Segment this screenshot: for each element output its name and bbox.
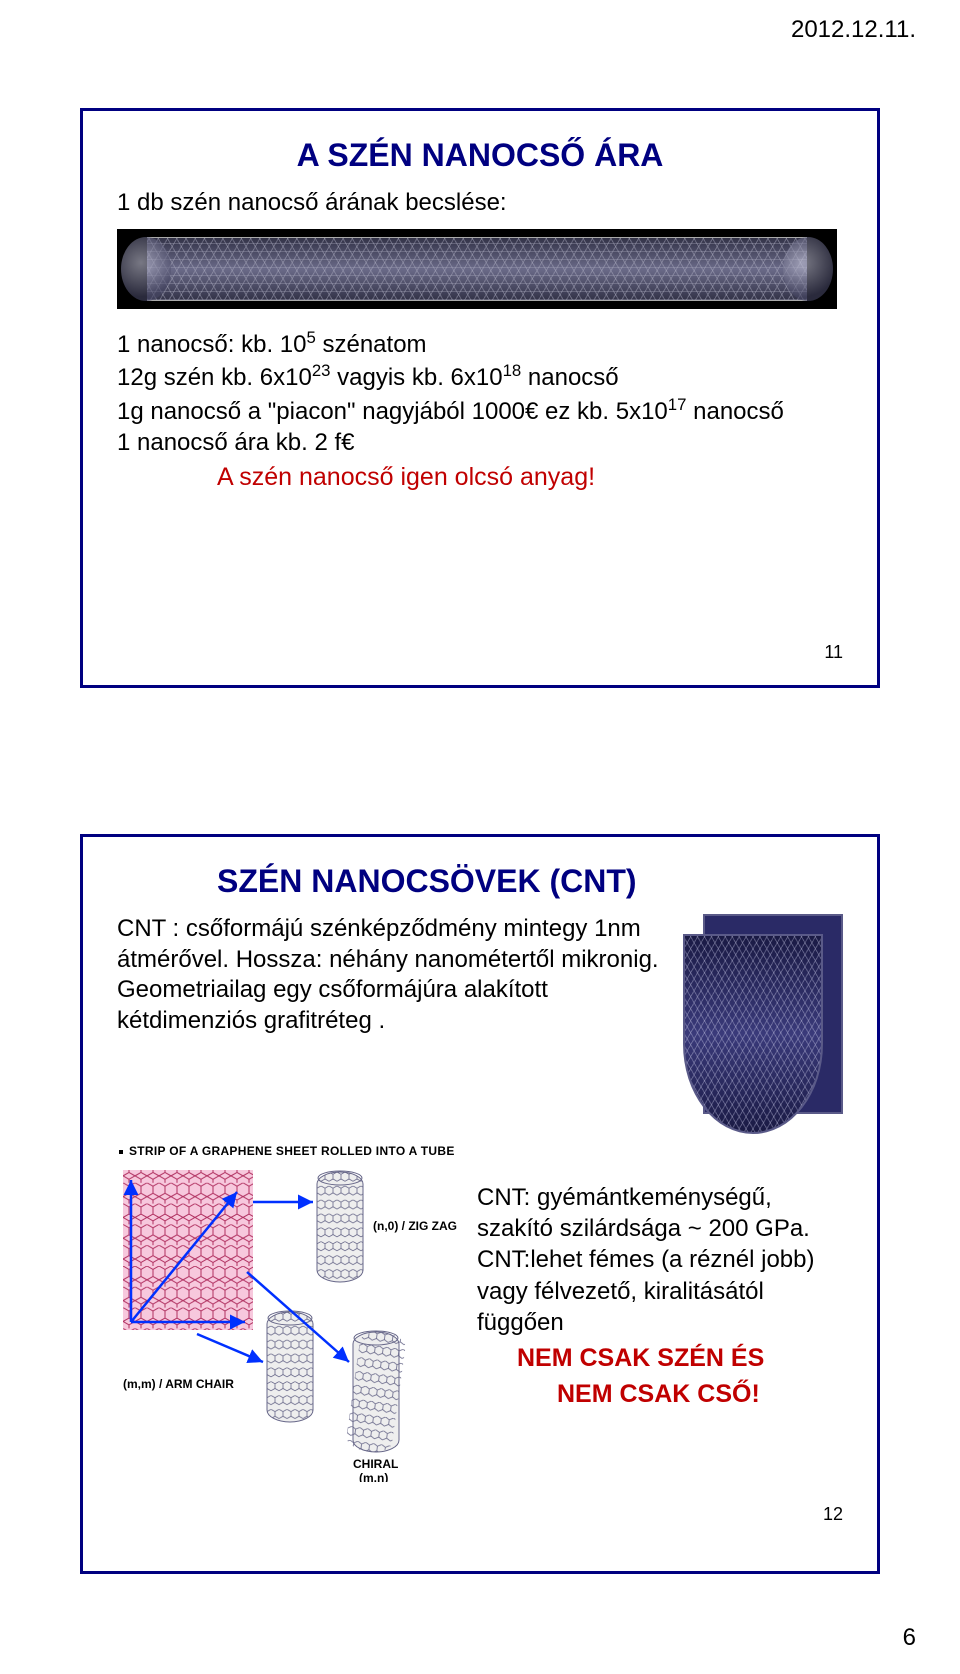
slide2-number: 12 xyxy=(823,1504,843,1525)
page-date: 2012.12.11. xyxy=(791,16,916,44)
slide2-title: SZÉN NANOCSÖVEK (CNT) xyxy=(217,863,843,900)
slide1-subtitle: 1 db szén nanocső árának becslése: xyxy=(117,188,843,219)
zigzag-label: (n,0) / ZIG ZAG xyxy=(373,1219,457,1233)
slide1-red-conclusion: A szén nanocső igen olcsó anyag! xyxy=(217,463,843,492)
strip-label: STRIP OF A GRAPHENE SHEET ROLLED INTO A … xyxy=(119,1144,457,1158)
prop-hardness: CNT: gyémántkeménységű, szakító szilárds… xyxy=(477,1182,843,1244)
cnt-capped-tube-figure xyxy=(683,914,843,1134)
slide2-desc1: CNT : csőformájú szénképződmény mintegy … xyxy=(117,914,667,975)
slide1-line4: 1 nanocső ára kb. 2 f€ xyxy=(117,428,843,459)
graphene-roll-diagram: STRIP OF A GRAPHENE SHEET ROLLED INTO A … xyxy=(117,1142,457,1482)
nem-line-1: NEM CSAK SZÉN ÉS xyxy=(517,1342,843,1375)
page-number: 6 xyxy=(903,1624,916,1652)
slide2-desc2: Geometriailag egy csőformájúra alakított… xyxy=(117,975,667,1036)
slide1-line3: 1g nanocső a "piacon" nagyjából 1000€ ez… xyxy=(117,394,843,428)
slide-2: SZÉN NANOCSÖVEK (CNT) CNT : csőformájú s… xyxy=(80,834,880,1574)
nanotube-horizontal-figure xyxy=(117,229,837,309)
slide1-title: A SZÉN NANOCSŐ ÁRA xyxy=(117,137,843,174)
slide1-line2: 12g szén kb. 6x1023 vagyis kb. 6x1018 na… xyxy=(117,360,843,394)
chiral-label-top: CHIRAL xyxy=(353,1457,398,1471)
chiral-label-bot: (m,n) xyxy=(359,1471,388,1482)
nem-line-2: NEM CSAK CSŐ! xyxy=(557,1378,843,1411)
slide1-line1: 1 nanocső: kb. 105 szénatom xyxy=(117,327,843,361)
slide-1: A SZÉN NANOCSŐ ÁRA 1 db szén nanocső árá… xyxy=(80,108,880,688)
prop-conductivity: CNT:lehet fémes (a réznél jobb) vagy fél… xyxy=(477,1244,843,1338)
slide1-number: 11 xyxy=(824,642,843,663)
armchair-label: (m,m) / ARM CHAIR xyxy=(123,1377,234,1391)
slide2-properties: CNT: gyémántkeménységű, szakító szilárds… xyxy=(477,1142,843,1411)
